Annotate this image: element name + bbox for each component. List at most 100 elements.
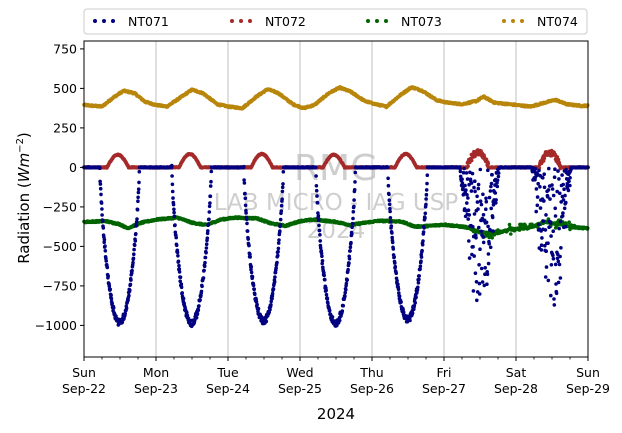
point-nt071 xyxy=(243,191,247,196)
point-nt071 xyxy=(176,254,180,258)
point-nt071 xyxy=(268,307,272,312)
legend-label-nt073: NT073 xyxy=(401,14,442,29)
point-nt071 xyxy=(124,306,129,311)
point-nt071 xyxy=(386,165,390,169)
point-nt071 xyxy=(401,310,406,315)
point-nt071 xyxy=(99,192,103,197)
point-nt073 xyxy=(490,236,495,240)
point-nt071 xyxy=(179,285,184,290)
point-nt071 xyxy=(270,291,275,296)
point-nt071 xyxy=(243,203,248,208)
point-nt071 xyxy=(280,185,285,190)
point-nt071 xyxy=(100,219,105,223)
legend-item-nt073: NT073 xyxy=(366,14,442,29)
point-nt071 xyxy=(255,302,259,307)
point-nt071 xyxy=(131,260,135,265)
point-nt071 xyxy=(397,294,402,299)
point-nt071 xyxy=(136,187,141,191)
point-nt071 xyxy=(393,261,397,265)
point-nt071 xyxy=(209,179,213,184)
point-nt071 xyxy=(105,265,110,270)
point-nt071 xyxy=(417,274,422,278)
point-nt071 xyxy=(414,295,418,300)
point-nt071 xyxy=(248,255,252,259)
point-nt071 xyxy=(318,233,322,237)
point-nt071 xyxy=(341,303,346,308)
point-nt071 xyxy=(388,220,393,224)
point-nt071 xyxy=(264,319,269,324)
point-nt071 xyxy=(137,180,141,185)
point-nt071 xyxy=(340,309,345,313)
legend-label-nt074: NT074 xyxy=(537,14,578,29)
point-nt071 xyxy=(204,246,209,250)
legend-marker-nt073 xyxy=(366,19,370,23)
point-nt071 xyxy=(347,257,352,261)
point-nt071 xyxy=(133,239,138,243)
legend-marker-nt073 xyxy=(375,19,379,23)
watermark-line-2: LAB MICRO - IAG USP xyxy=(214,190,459,216)
point-nt071 xyxy=(422,226,426,230)
point-nt071 xyxy=(425,181,429,186)
legend: NT071 NT072 NT073 NT074 xyxy=(83,8,588,35)
point-nt071 xyxy=(322,273,327,278)
point-nt071 xyxy=(273,275,277,279)
point-nt071 xyxy=(132,247,136,252)
point-nt071 xyxy=(279,203,284,208)
point-nt071 xyxy=(277,238,281,242)
legend-item-nt071: NT071 xyxy=(93,14,169,29)
point-nt071 xyxy=(394,271,399,276)
point-nt071 xyxy=(185,310,189,315)
point-nt071 xyxy=(423,211,428,216)
point-nt071 xyxy=(419,255,424,259)
point-nt071 xyxy=(276,249,280,254)
point-nt071 xyxy=(209,169,214,174)
point-nt071 xyxy=(424,197,428,201)
point-nt071 xyxy=(170,189,175,194)
point-nt071 xyxy=(276,253,280,258)
point-nt071 xyxy=(281,182,285,186)
point-nt071 xyxy=(101,226,106,230)
point-nt071 xyxy=(389,224,394,228)
point-nt071 xyxy=(132,243,137,247)
point-nt071 xyxy=(199,289,204,294)
point-nt071 xyxy=(99,201,104,205)
point-nt071 xyxy=(278,229,282,233)
point-nt071 xyxy=(320,259,325,263)
point-nt072 xyxy=(542,156,547,161)
point-nt071 xyxy=(204,242,209,246)
point-nt071 xyxy=(98,166,102,170)
point-nt072 xyxy=(469,158,474,163)
point-nt071 xyxy=(177,270,182,274)
point-nt071 xyxy=(206,222,211,226)
point-nt071 xyxy=(420,248,424,253)
point-nt071 xyxy=(178,275,183,280)
point-nt071 xyxy=(175,250,180,255)
point-nt071 xyxy=(195,312,200,316)
point-nt071 xyxy=(280,197,284,201)
legend-marker-nt074 xyxy=(520,19,524,23)
point-nt071 xyxy=(352,198,356,202)
legend-marker-nt074 xyxy=(511,19,515,23)
series-layer xyxy=(82,85,590,329)
point-nt071 xyxy=(173,223,177,227)
point-nt071 xyxy=(424,192,429,197)
point-nt071 xyxy=(131,256,136,261)
point-nt071 xyxy=(344,288,348,292)
point-nt071 xyxy=(352,204,356,209)
point-nt071 xyxy=(344,281,349,286)
point-nt072 xyxy=(466,164,470,168)
point-nt071 xyxy=(315,201,320,205)
point-nt071 xyxy=(317,228,322,233)
point-nt071 xyxy=(314,174,318,178)
point-nt071 xyxy=(325,297,330,301)
point-nt071 xyxy=(194,315,199,320)
point-nt071 xyxy=(345,278,350,282)
point-nt071 xyxy=(316,218,321,223)
point-nt071 xyxy=(390,231,394,235)
point-nt071 xyxy=(172,214,177,219)
point-nt071 xyxy=(245,221,249,226)
point-nt071 xyxy=(349,240,353,245)
point-nt071 xyxy=(174,243,179,248)
legend-marker-nt072 xyxy=(239,19,243,23)
